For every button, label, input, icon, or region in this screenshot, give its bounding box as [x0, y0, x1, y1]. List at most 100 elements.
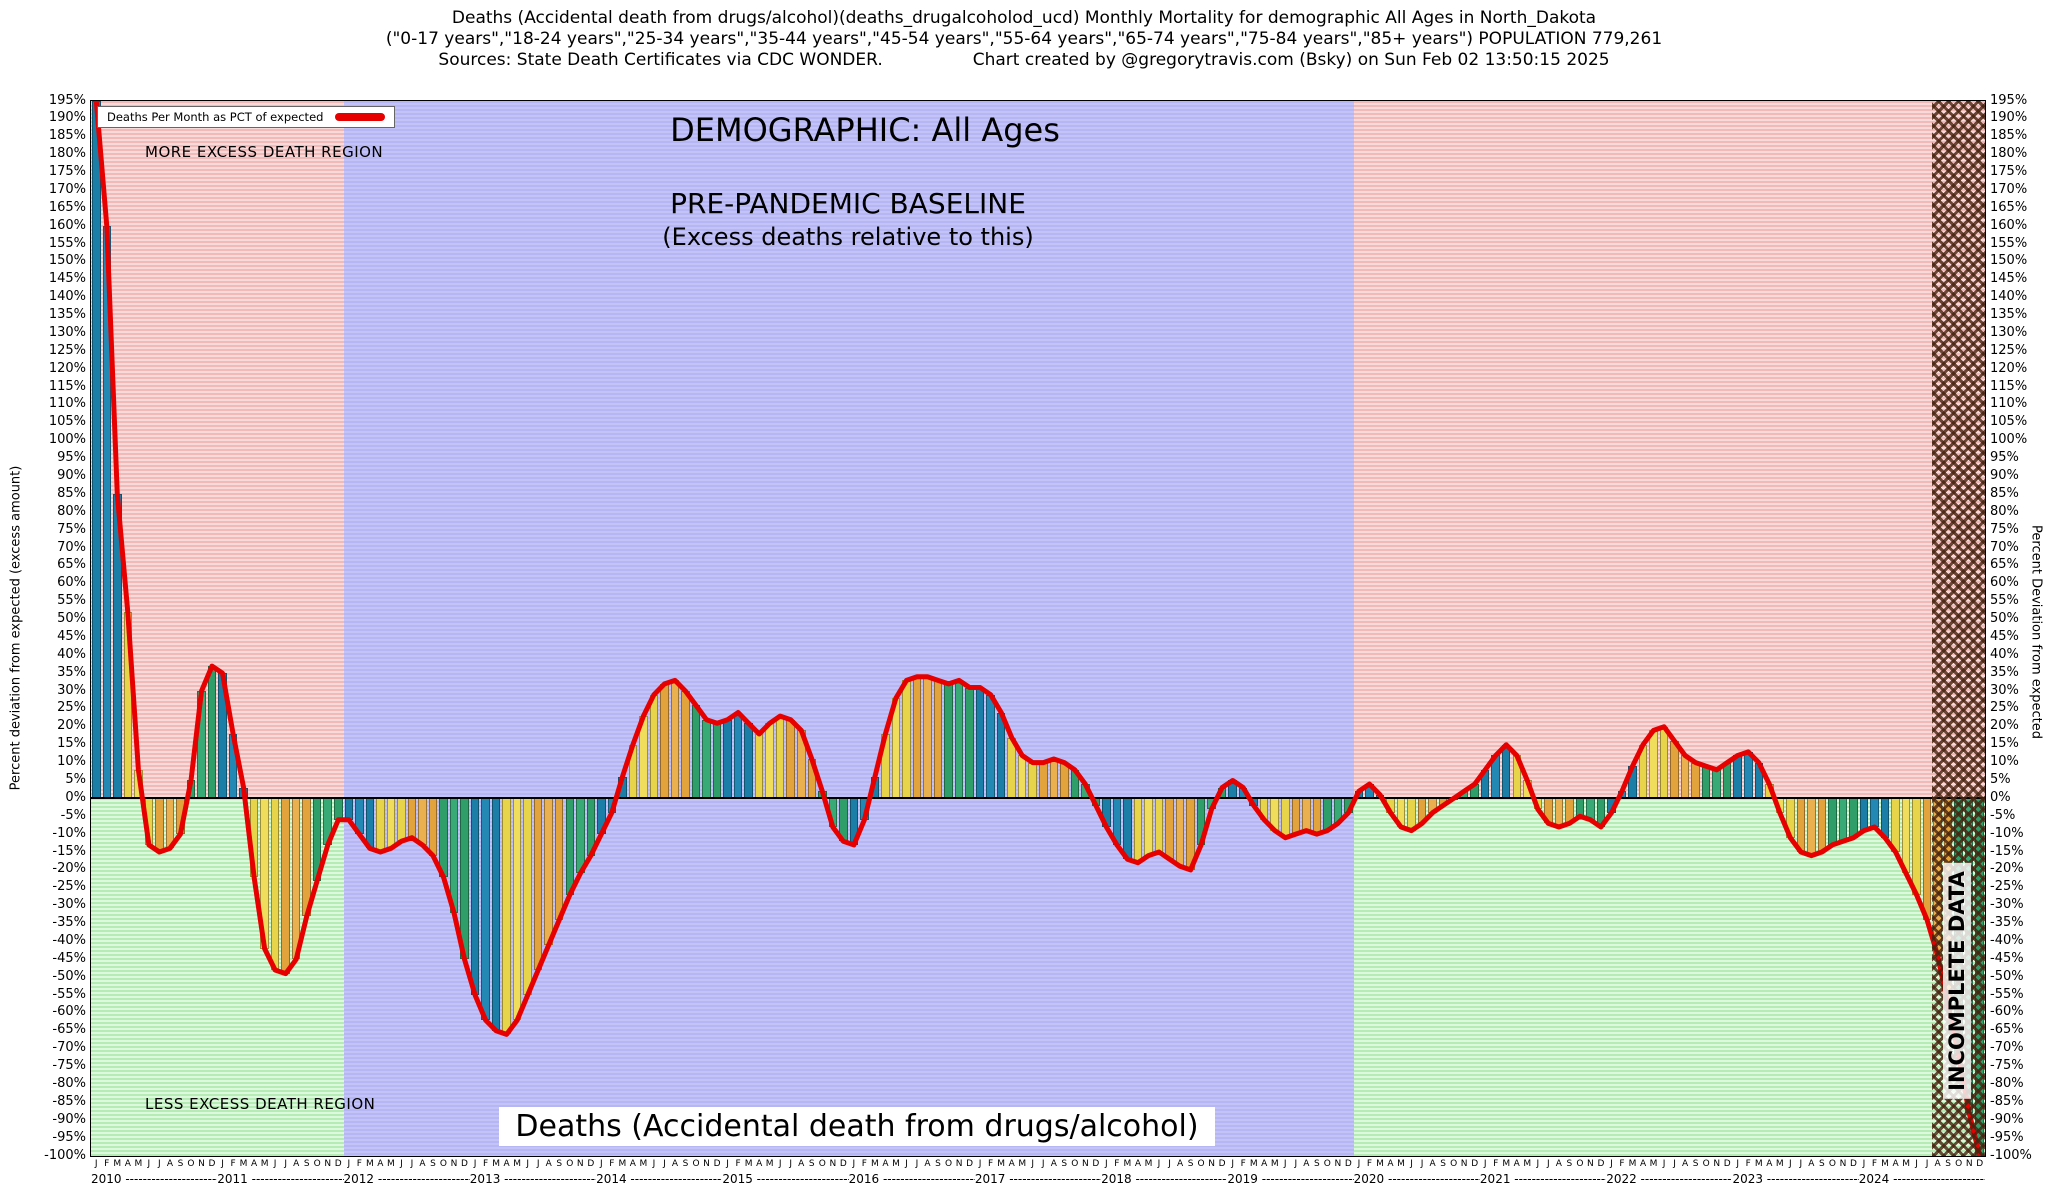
month-tick-label: S — [430, 1159, 436, 1169]
y-tick-label: -5% — [60, 807, 86, 823]
month-tick-label: M — [1649, 1159, 1658, 1169]
month-tick-label: A — [1261, 1159, 1268, 1169]
y-tick-label: 95% — [57, 450, 86, 466]
year-label: 2019 ------------------------------ — [1227, 1172, 1353, 1186]
month-tick-label: S — [1692, 1159, 1699, 1169]
y-tick-label: -25% — [1990, 879, 2024, 895]
month-tick-label: A — [545, 1159, 552, 1169]
month-tick-label: M — [765, 1159, 774, 1169]
month-tick-label: J — [1799, 1159, 1803, 1169]
y-tick-label: 15% — [1990, 736, 2019, 752]
y-tick-label: -35% — [1990, 915, 2024, 931]
month-tick-label: A — [124, 1159, 131, 1169]
y-tick-label: 150% — [48, 253, 86, 269]
month-tick-label: J — [1862, 1159, 1866, 1169]
y-tick-label: 185% — [1990, 128, 2028, 144]
month-tick-label: A — [1892, 1159, 1899, 1169]
incomplete-data-label: INCOMPLETE DATA — [1943, 863, 1971, 1099]
y-tick-label: -45% — [52, 950, 86, 966]
month-tick-label: F — [735, 1159, 741, 1169]
y-tick-label: 25% — [1990, 700, 2019, 716]
year-label: 2013 ------------------------------ — [469, 1172, 596, 1186]
y-tick-label: -95% — [1990, 1129, 2024, 1145]
less-excess-region-label: LESS EXCESS DEATH REGION — [145, 1095, 376, 1113]
y-tick-label: 5% — [1990, 771, 2011, 787]
title-line-1: Deaths (Accidental death from drugs/alco… — [451, 8, 1597, 28]
year-label: 2018 ------------------------------ — [1101, 1172, 1227, 1186]
month-tick-label: M — [134, 1159, 143, 1169]
month-tick-label: A — [882, 1159, 889, 1169]
month-tick-label: N — [1334, 1159, 1342, 1169]
month-tick-label: M — [513, 1159, 522, 1169]
month-tick-label: J — [726, 1159, 729, 1169]
month-tick-label: J — [536, 1159, 540, 1169]
month-tick-label: M — [1249, 1159, 1258, 1169]
y-tick-label: -85% — [52, 1093, 86, 1109]
month-tick-label: J — [284, 1159, 287, 1169]
month-tick-label: O — [1828, 1159, 1836, 1169]
month-tick-label: O — [1576, 1159, 1584, 1169]
y-tick-label: 125% — [1990, 342, 2028, 358]
y-tick-label: 190% — [1990, 110, 2028, 126]
month-tick-label: O — [945, 1159, 953, 1169]
month-tick-label: F — [1493, 1159, 1499, 1169]
y-tick-label: -5% — [1990, 807, 2016, 823]
y-tick-label: 50% — [1990, 611, 2019, 627]
month-tick-label: J — [599, 1159, 603, 1169]
month-tick-label: J — [905, 1159, 908, 1169]
month-tick-label: A — [503, 1159, 510, 1169]
y-tick-label: 0% — [1990, 789, 2011, 805]
month-tick-label: O — [439, 1159, 448, 1169]
month-tick-label: N — [829, 1159, 837, 1169]
month-tick-label: N — [703, 1159, 710, 1169]
year-label: 2012 ------------------------------ — [343, 1172, 470, 1186]
month-tick-label: M — [1123, 1159, 1132, 1169]
month-tick-label: D — [208, 1159, 216, 1169]
month-tick-label: D — [1849, 1159, 1857, 1169]
year-label: 2010 ------------------------------ — [91, 1172, 217, 1186]
month-tick-label: J — [410, 1159, 414, 1169]
y-tick-label: -50% — [52, 968, 86, 984]
month-tick-label: J — [1357, 1159, 1361, 1169]
month-tick-label: S — [303, 1159, 310, 1169]
y-tick-label: 85% — [1990, 485, 2019, 501]
month-tick-label: M — [997, 1159, 1006, 1169]
y-tick-label: 150% — [1990, 253, 2028, 269]
y-tick-label: -90% — [1990, 1111, 2024, 1127]
bottom-title-wrap: Deaths (Accidental death from drugs/alco… — [467, 1107, 1247, 1146]
y-tick-label: 125% — [48, 342, 86, 358]
y-tick-label: -90% — [52, 1111, 86, 1127]
sources-text: Sources: State Death Certificates via CD… — [438, 50, 883, 70]
y-tick-label: 110% — [48, 396, 86, 412]
month-tick-label: A — [251, 1159, 258, 1169]
month-tick-label: A — [1808, 1159, 1815, 1169]
y-tick-label: -25% — [52, 879, 86, 895]
chart-title: DEMOGRAPHIC: All Ages — [670, 111, 1060, 149]
y-tick-label: 100% — [1990, 432, 2028, 448]
month-tick-label: D — [1218, 1159, 1226, 1169]
y-tick-label: 25% — [57, 700, 86, 716]
month-tick-label: M — [239, 1159, 248, 1169]
month-tick-label: M — [365, 1159, 374, 1169]
y-tick-label: 30% — [57, 682, 86, 698]
month-tick-label: S — [1061, 1159, 1068, 1169]
month-tick-label: J — [1788, 1159, 1792, 1169]
month-tick-label: A — [1134, 1159, 1142, 1169]
month-tick-label: M — [618, 1159, 627, 1169]
month-tick-label: F — [1366, 1159, 1373, 1169]
y-tick-label: 65% — [1990, 557, 2019, 573]
month-tick-label: D — [587, 1159, 595, 1169]
month-tick-label: S — [808, 1159, 815, 1169]
month-tick-label: M — [1754, 1159, 1763, 1169]
y-tick-label: -45% — [1990, 950, 2024, 966]
month-tick-label: J — [273, 1159, 277, 1169]
y-tick-label: -10% — [52, 825, 86, 841]
y-tick-label: -50% — [1990, 968, 2024, 984]
zero-line — [91, 797, 1985, 800]
y-tick-label: -85% — [1990, 1093, 2024, 1109]
y-tick-label: 80% — [57, 503, 86, 519]
month-tick-label: D — [461, 1159, 468, 1169]
month-tick-label: J — [147, 1159, 151, 1169]
y-tick-label: 45% — [57, 628, 86, 644]
